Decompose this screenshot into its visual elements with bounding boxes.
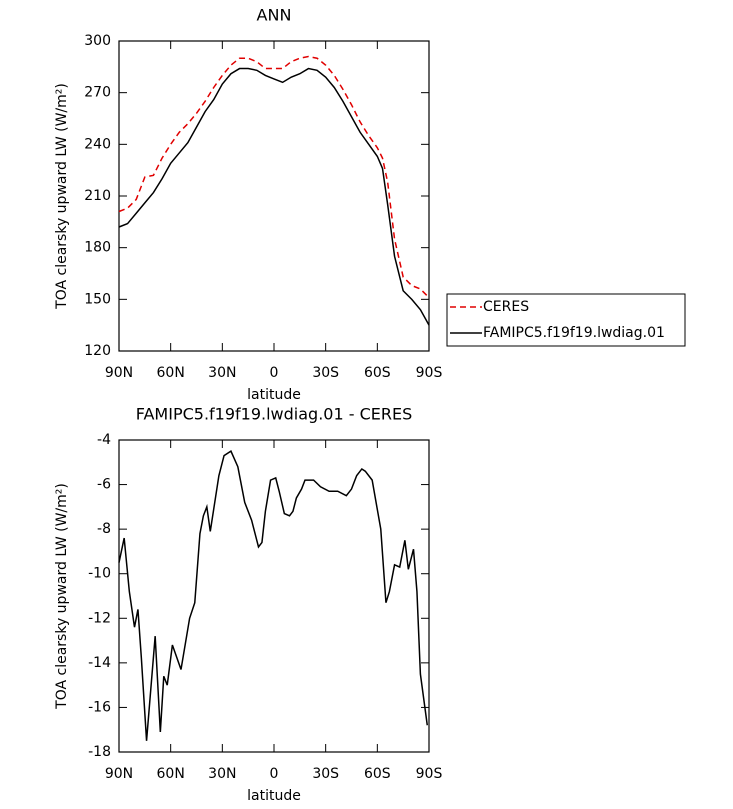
chart-title: FAMIPC5.f19f19.lwdiag.01 - CERES [136, 405, 413, 424]
x-tick-label: 60S [364, 766, 391, 782]
y-tick-label: -4 [97, 432, 111, 448]
plot-frame [118, 40, 430, 352]
x-tick-label: 0 [270, 365, 279, 381]
data-line [118, 450, 429, 741]
x-axis-label: latitude [247, 788, 301, 804]
x-tick-label: 30N [208, 766, 236, 782]
x-tick-label: 90S [416, 766, 443, 782]
y-tick-label: 150 [84, 291, 111, 307]
y-tick-label: -18 [88, 744, 111, 760]
y-tick-label: 210 [84, 188, 111, 204]
y-tick-label: -8 [97, 521, 111, 537]
legend-box [446, 293, 686, 347]
x-tick-label: 60N [157, 365, 185, 381]
x-tick-label: 30S [312, 365, 339, 381]
x-tick-label: 60N [157, 766, 185, 782]
x-tick-label: 30N [208, 365, 236, 381]
y-axis-label: TOA clearsky upward LW (W/m²) [54, 83, 70, 310]
plot-frame [118, 439, 430, 753]
y-tick-label: -6 [97, 477, 111, 493]
y-tick-label: -10 [88, 566, 111, 582]
data-line [118, 55, 430, 299]
y-tick-label: 270 [84, 85, 111, 101]
y-tick-label: 120 [84, 343, 111, 359]
legend-label: CERES [483, 299, 529, 315]
y-tick-label: 240 [84, 136, 111, 152]
y-axis-label: TOA clearsky upward LW (W/m²) [54, 483, 70, 710]
legend-label: FAMIPC5.f19f19.lwdiag.01 [483, 325, 665, 341]
chart-title: ANN [257, 6, 292, 25]
y-tick-label: 300 [84, 33, 111, 49]
y-tick-label: -12 [88, 610, 111, 626]
x-tick-label: 90N [105, 365, 133, 381]
y-tick-label: -14 [88, 655, 111, 671]
y-tick-label: -16 [88, 699, 111, 715]
x-tick-label: 30S [312, 766, 339, 782]
x-tick-label: 90N [105, 766, 133, 782]
x-tick-label: 60S [364, 365, 391, 381]
y-tick-label: 180 [84, 240, 111, 256]
x-tick-label: 0 [270, 766, 279, 782]
x-axis-label: latitude [247, 387, 301, 403]
x-tick-label: 90S [416, 365, 443, 381]
data-line [118, 67, 430, 326]
